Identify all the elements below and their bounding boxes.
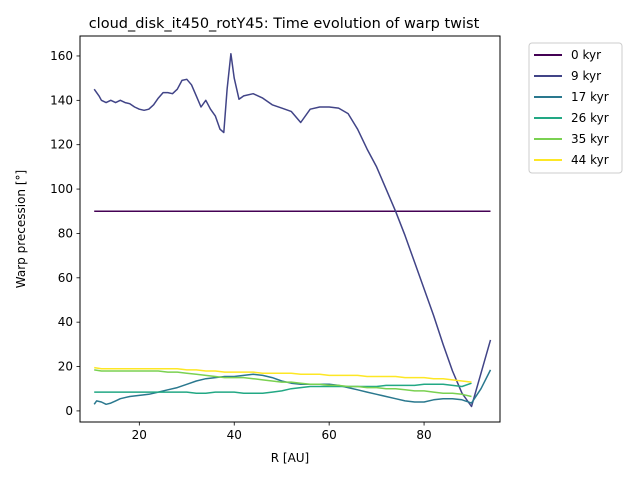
y-tick-label: 40 — [58, 315, 73, 329]
y-axis-label: Warp precession [°] — [14, 170, 28, 288]
x-tick-label: 60 — [322, 428, 337, 442]
x-axis-ticks: 20 40 60 80 — [132, 422, 432, 442]
legend-label-1: 9 kyr — [571, 69, 601, 83]
y-tick-label: 80 — [58, 226, 73, 240]
series-line-1 — [93, 52, 492, 408]
y-tick-label: 0 — [65, 404, 73, 418]
series-layer — [93, 52, 492, 408]
y-tick-label: 100 — [50, 182, 73, 196]
legend-label-5: 44 kyr — [571, 153, 609, 167]
legend: 0 kyr 9 kyr 17 kyr 26 kyr 35 kyr 44 kyr — [528, 42, 623, 174]
y-tick-label: 120 — [50, 138, 73, 152]
x-tick-label: 80 — [416, 428, 431, 442]
series-line-5 — [94, 366, 472, 383]
y-tick-label: 20 — [58, 360, 73, 374]
y-tick-label: 60 — [58, 271, 73, 285]
series-line-4 — [94, 369, 472, 398]
x-tick-label: 20 — [132, 428, 147, 442]
y-axis-ticks: 0 20 40 60 80 100 120 140 160 — [50, 49, 80, 418]
legend-label-2: 17 kyr — [571, 90, 609, 104]
y-tick-label: 140 — [50, 93, 73, 107]
chart-title: cloud_disk_it450_rotY45: Time evolution … — [89, 16, 480, 32]
legend-label-4: 35 kyr — [571, 132, 609, 146]
legend-label-3: 26 kyr — [571, 111, 609, 125]
plot-area-frame — [79, 35, 501, 423]
x-tick-label: 40 — [227, 428, 242, 442]
series-line-2 — [93, 369, 492, 406]
series-line-3 — [94, 382, 472, 394]
legend-label-0: 0 kyr — [571, 48, 601, 62]
x-axis-label: R [AU] — [271, 451, 310, 465]
y-tick-label: 160 — [50, 49, 73, 63]
